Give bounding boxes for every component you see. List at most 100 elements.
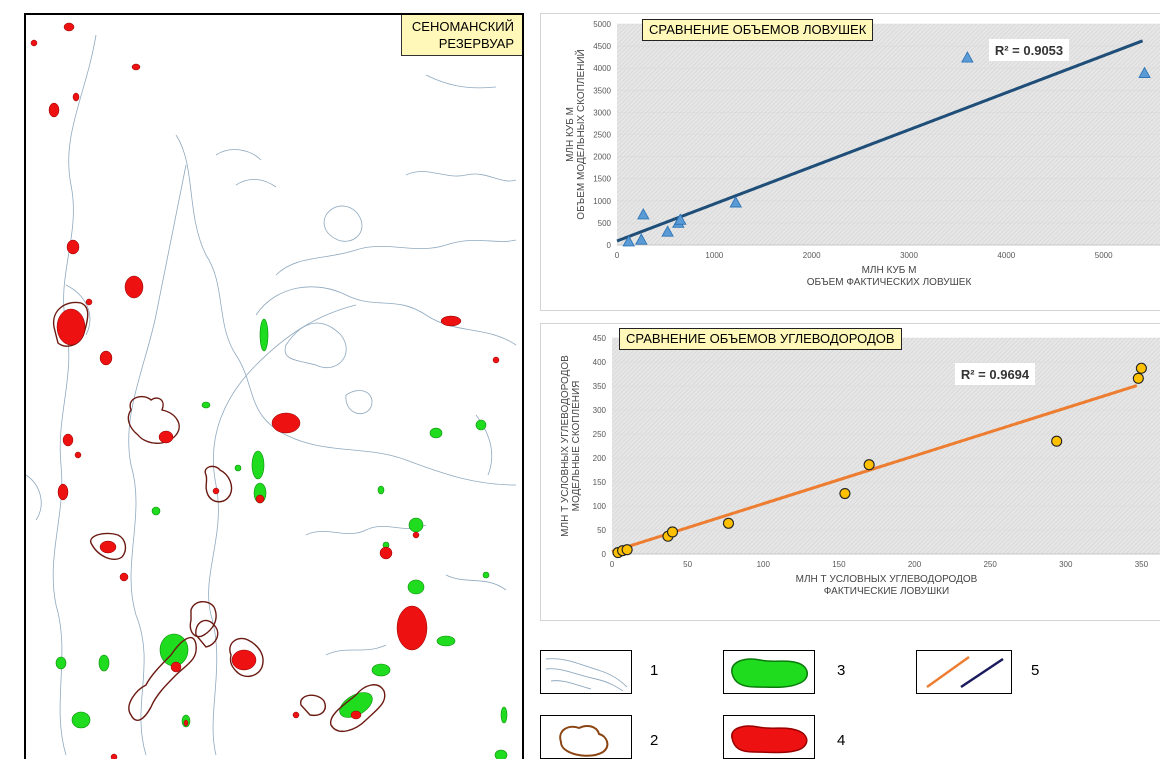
y-tick-label: 450 — [593, 334, 607, 343]
green-accumulation — [55, 656, 67, 670]
green-accumulation — [98, 654, 110, 672]
red-accumulation — [379, 546, 393, 560]
red-accumulation — [85, 298, 93, 306]
triangle-point — [661, 225, 674, 237]
triangle-point — [729, 196, 743, 208]
trap-outline — [189, 601, 217, 638]
triangle-point — [961, 51, 974, 63]
red-blob-icon — [731, 725, 808, 754]
legend-swatch-4 — [723, 715, 815, 759]
green-accumulation — [482, 571, 490, 579]
legend-num-3: 3 — [837, 662, 846, 679]
red-accumulation — [212, 487, 220, 495]
y-tick-label: 3000 — [593, 108, 611, 117]
red-accumulation — [492, 356, 500, 364]
trap-outline — [300, 694, 326, 717]
red-accumulation — [440, 315, 462, 327]
legend-swatch-2 — [540, 715, 632, 759]
y-tick-label: 0 — [607, 241, 612, 250]
y-tick-label: 3500 — [593, 86, 611, 95]
triangle-point — [635, 233, 648, 245]
chart2-xlabel-line1: МЛН Т УСЛОВНЫХ УГЛЕВОДОРОДОВ — [796, 574, 978, 585]
triangle-point — [637, 208, 650, 220]
red-accumulation — [48, 102, 60, 118]
green-accumulation — [429, 427, 443, 439]
x-tick-label: 1000 — [705, 251, 723, 260]
chart2-ylabel-line2: МОДЕЛЬНЫЕ СКОПЛЕНИЯ — [571, 381, 582, 512]
chart1-r2-box: R² = 0.9053 — [989, 39, 1069, 61]
triangle-point — [622, 234, 635, 247]
red-accumulation — [99, 350, 113, 366]
triangle-point — [674, 213, 687, 225]
map-title: СЕНОМАНСКИЙ РЕЗЕРВУАР — [400, 15, 522, 56]
green-blob-icon — [731, 658, 808, 689]
red-accumulation — [412, 531, 420, 539]
y-tick-label: 5000 — [593, 20, 611, 29]
chart1-ylabel-line2: ОБЪЕМ МОДЕЛЬНЫХ СКОПЛЕНИЙ — [574, 49, 587, 219]
red-accumulation — [158, 430, 174, 444]
green-accumulation — [407, 579, 425, 595]
contour-lines-icon — [545, 658, 628, 692]
map-canvas — [26, 22, 517, 759]
y-tick-label: 4500 — [593, 42, 611, 51]
y-tick-label: 2000 — [593, 153, 611, 162]
contour-line — [345, 390, 373, 415]
y-tick-label: 400 — [593, 358, 607, 367]
red-accumulation — [124, 275, 144, 299]
red-accumulation — [66, 239, 80, 255]
y-tick-label: 150 — [593, 478, 607, 487]
red-accumulation — [99, 540, 117, 554]
y-tick-label: 4000 — [593, 64, 611, 73]
green-accumulation — [201, 401, 211, 409]
circle-point — [1135, 362, 1147, 374]
red-accumulation — [131, 63, 141, 71]
green-accumulation — [500, 706, 508, 724]
green-accumulation — [259, 318, 269, 352]
red-accumulation — [74, 451, 82, 459]
legend-num-4: 4 — [837, 732, 846, 749]
chart2-ylabel-line1: МЛН Т УСЛОВНЫХ УГЛЕВОДОРОДОВ — [560, 355, 571, 537]
x-tick-label: 5000 — [1095, 251, 1113, 260]
red-accumulation — [183, 719, 189, 727]
red-accumulation — [292, 711, 300, 719]
green-accumulation — [475, 419, 487, 431]
x-tick-label: 0 — [615, 251, 620, 260]
red-accumulation — [255, 494, 265, 504]
x-tick-label: 0 — [610, 560, 615, 569]
y-tick-label: 500 — [598, 219, 612, 228]
x-tick-label: 250 — [983, 560, 997, 569]
red-accumulation — [63, 22, 75, 32]
circle-point — [839, 487, 851, 500]
x-tick-label: 4000 — [997, 251, 1015, 260]
map-title-line1: СЕНОМАНСКИЙ — [411, 19, 514, 34]
red-accumulation — [57, 483, 69, 501]
contour-line — [128, 164, 187, 756]
actual-accumulations-red — [30, 22, 500, 759]
contour-line — [284, 322, 347, 368]
chart1-xlabel-line1: МЛН КУБ М — [862, 265, 917, 276]
chart1-title: СРАВНЕНИЕ ОБЪЕМОВ ЛОВУШЕК — [642, 19, 874, 41]
circle-point — [666, 526, 679, 538]
trap-outline-icon — [559, 725, 609, 757]
actual-trap-outlines — [52, 301, 386, 733]
trap-outline — [90, 532, 127, 561]
trap-volume-chart-svg: 0 500 1000 1500 2000 2500 3000 3500 4000 4500 5000… — [565, 20, 1160, 288]
contour-line — [65, 284, 91, 336]
y-tick-label: 250 — [593, 430, 607, 439]
circle-point — [722, 517, 735, 529]
y-tick-label: 300 — [593, 406, 607, 415]
green-accumulation — [436, 635, 456, 647]
trendline — [616, 39, 1144, 243]
red-accumulation — [62, 433, 74, 447]
contour-line — [325, 644, 387, 656]
green-accumulation — [371, 663, 391, 677]
x-tick-label: 100 — [757, 560, 771, 569]
red-accumulation — [30, 39, 38, 47]
y-tick-label: 0 — [602, 550, 607, 559]
contour-line — [26, 474, 42, 521]
trap-outline — [127, 395, 180, 444]
y-tick-label: 1000 — [593, 197, 611, 206]
y-tick-label: 50 — [597, 526, 606, 535]
reservoir-map: СЕНОМАНСКИЙ РЕЗЕРВУАР — [24, 13, 524, 759]
trendlines-icon — [926, 655, 1004, 689]
